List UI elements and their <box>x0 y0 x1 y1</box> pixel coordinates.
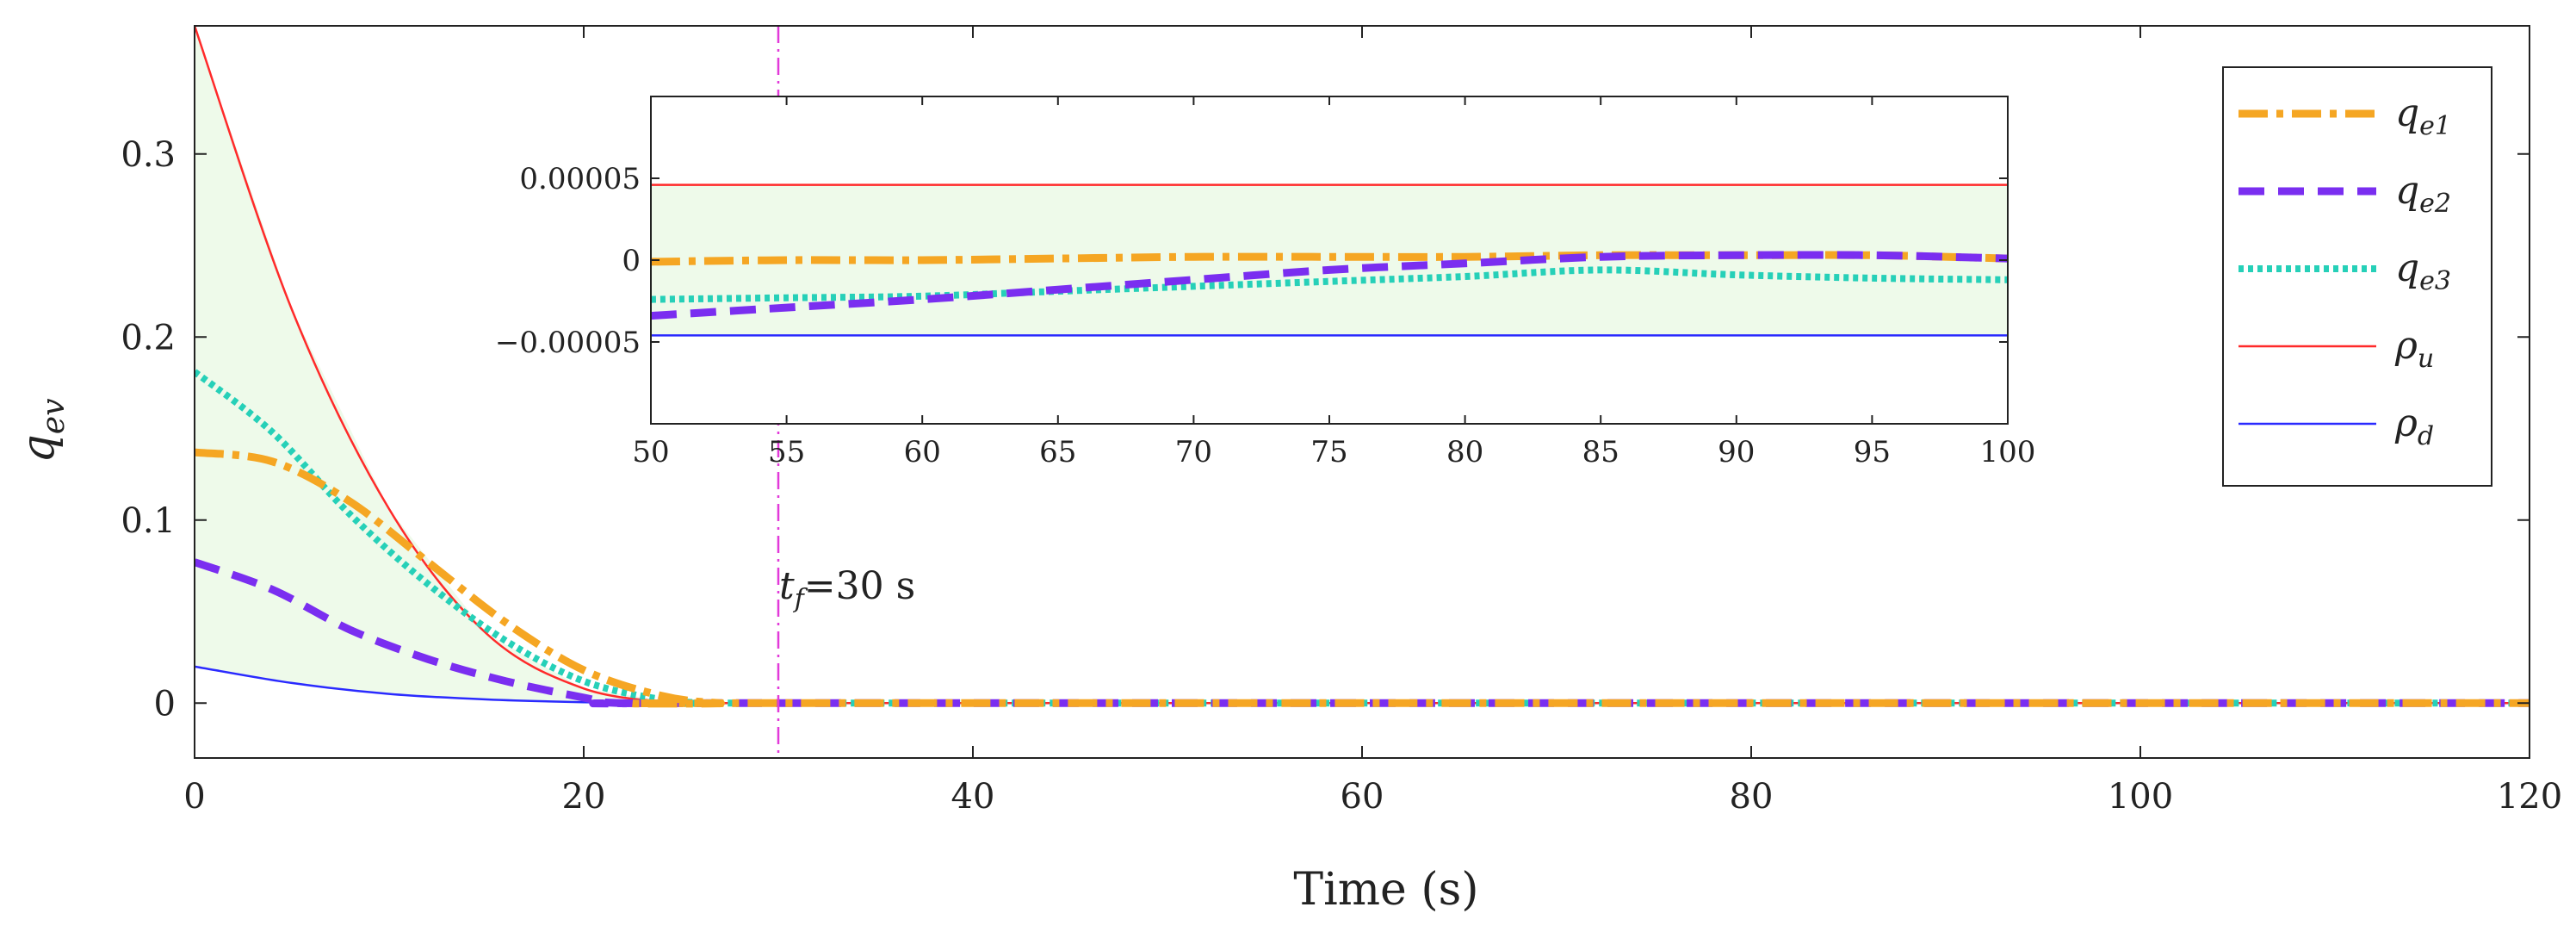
tf-annotation-main: t <box>779 564 795 608</box>
y-tick-label: 0.2 <box>121 318 176 357</box>
tf-annotation-text: =30 s <box>804 564 915 608</box>
legend-label-qe1: qe1 <box>2395 91 2451 141</box>
inset-x-tick-label: 95 <box>1854 435 1891 469</box>
legend-label-main: ρ <box>2394 324 2418 368</box>
inset-y-tick-label: 0.00005 <box>519 162 641 196</box>
main-series-group <box>195 26 2530 708</box>
x-tick-label: 100 <box>2108 777 2173 817</box>
main-plot-area: 0 20 40 60 80 100 120 0 0.1 0.2 0.3 <box>121 25 2562 817</box>
x-tick-label: 20 <box>562 777 606 817</box>
inset-tick-group: 50 55 60 65 70 75 80 85 90 95 100 −0.00005 0 0.00005 <box>495 96 2036 469</box>
series-line-qe1 <box>195 448 2530 708</box>
tf-annotation: tf=30 s <box>779 564 915 614</box>
legend-label-sub: u <box>2418 344 2434 374</box>
inset-x-tick-label: 55 <box>768 435 805 469</box>
inset-x-tick-label: 60 <box>904 435 941 469</box>
x-tick-label: 60 <box>1341 777 1384 817</box>
inset-y-tick-label: −0.00005 <box>495 326 641 360</box>
inset-x-tick-label: 80 <box>1446 435 1483 469</box>
y-axis-label-main: q <box>13 434 65 463</box>
inset-x-tick-label: 50 <box>632 435 669 469</box>
y-axis-label: qev <box>13 399 71 463</box>
legend-label-sub: e3 <box>2419 266 2451 296</box>
legend-label-qe2: qe2 <box>2395 169 2451 219</box>
inset-series-line-qe2 <box>651 251 2008 320</box>
series-line-qe2 <box>195 558 2530 708</box>
legend-box <box>2222 66 2492 487</box>
inset-series-group <box>651 183 2008 337</box>
legend-label-main: q <box>2395 91 2419 135</box>
inset-x-tick-label: 75 <box>1310 435 1347 469</box>
y-tick-label: 0.1 <box>121 501 176 541</box>
x-tick-label: 0 <box>183 777 205 817</box>
x-tick-label: 80 <box>1730 777 1774 817</box>
inset-series-line-qe3 <box>651 266 2008 303</box>
x-tick-label: 120 <box>2497 777 2562 817</box>
inset-x-tick-label: 90 <box>1718 435 1755 469</box>
x-axis-label: Time (s) <box>1293 864 1478 916</box>
inset-plot-area: 50 55 60 65 70 75 80 85 90 95 100 −0.00005 0 0.00005 <box>495 96 2036 469</box>
legend-label-main: q <box>2395 169 2419 213</box>
inset-y-tick-label: 0 <box>622 244 641 278</box>
legend-label-main: ρ <box>2394 401 2418 445</box>
legend-label-sub: d <box>2418 421 2434 451</box>
y-axis-label-sub: ev <box>36 399 71 435</box>
inset-x-tick-label: 70 <box>1175 435 1212 469</box>
legend-label-rho_d: ρd <box>2394 401 2434 451</box>
legend-label-sub: e2 <box>2419 189 2451 219</box>
y-tick-label: 0.3 <box>121 135 176 175</box>
envelope-band <box>195 26 778 704</box>
inset-x-tick-label: 65 <box>1039 435 1076 469</box>
legend-label-sub: e1 <box>2419 111 2451 141</box>
legend-label-rho_u: ρu <box>2394 324 2434 374</box>
inset-x-tick-label: 100 <box>1980 435 2036 469</box>
legend-label-main: q <box>2395 246 2419 290</box>
x-tick-label: 40 <box>951 777 995 817</box>
main-tick-group: 0 20 40 60 80 100 120 0 0.1 0.2 0.3 <box>121 26 2562 817</box>
legend-label-qe3: qe3 <box>2395 246 2451 296</box>
y-tick-label: 0 <box>154 684 176 724</box>
inset-x-tick-label: 85 <box>1582 435 1619 469</box>
